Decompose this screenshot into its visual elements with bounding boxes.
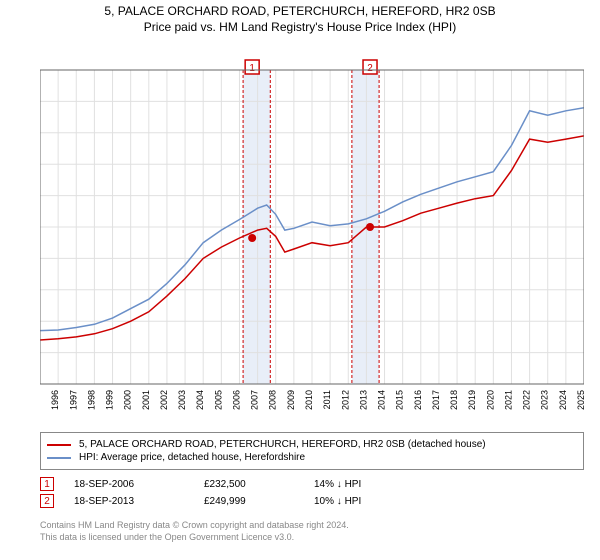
- svg-text:2005: 2005: [213, 390, 223, 410]
- svg-text:1996: 1996: [50, 390, 60, 410]
- title-sub: Price paid vs. HM Land Registry's House …: [0, 20, 600, 34]
- svg-text:2006: 2006: [231, 390, 241, 410]
- svg-text:2000: 2000: [123, 390, 133, 410]
- legend-box: 5, PALACE ORCHARD ROAD, PETERCHURCH, HER…: [40, 432, 584, 470]
- svg-text:2016: 2016: [413, 390, 423, 410]
- svg-text:2015: 2015: [395, 390, 405, 410]
- svg-text:1998: 1998: [86, 390, 96, 410]
- svg-text:2014: 2014: [377, 390, 387, 410]
- svg-text:2001: 2001: [141, 390, 151, 410]
- svg-text:2021: 2021: [503, 390, 513, 410]
- marker-price: £249,999: [204, 496, 314, 507]
- svg-text:2023: 2023: [540, 390, 550, 410]
- svg-text:2010: 2010: [304, 390, 314, 410]
- footer-line: This data is licensed under the Open Gov…: [40, 532, 349, 544]
- svg-text:2004: 2004: [195, 390, 205, 410]
- svg-text:2018: 2018: [449, 390, 459, 410]
- svg-text:2002: 2002: [159, 390, 169, 410]
- marker-badge: 2: [40, 494, 54, 508]
- svg-text:2009: 2009: [286, 390, 296, 410]
- marker-date: 18-SEP-2006: [74, 479, 204, 490]
- svg-text:2013: 2013: [358, 390, 368, 410]
- svg-text:1999: 1999: [105, 390, 115, 410]
- marker-hpi: 10% ↓ HPI: [314, 496, 414, 507]
- svg-text:2019: 2019: [467, 390, 477, 410]
- legend-label: 5, PALACE ORCHARD ROAD, PETERCHURCH, HER…: [79, 439, 486, 450]
- marker-row: 1 18-SEP-2006 £232,500 14% ↓ HPI: [40, 477, 584, 491]
- svg-text:2007: 2007: [250, 390, 260, 410]
- footer-line: Contains HM Land Registry data © Crown c…: [40, 520, 349, 532]
- svg-text:2024: 2024: [558, 390, 568, 410]
- svg-text:2008: 2008: [268, 390, 278, 410]
- svg-text:2012: 2012: [340, 390, 350, 410]
- legend-item: HPI: Average price, detached house, Here…: [47, 452, 577, 463]
- title-block: 5, PALACE ORCHARD ROAD, PETERCHURCH, HER…: [0, 0, 600, 34]
- footer-attribution: Contains HM Land Registry data © Crown c…: [40, 520, 349, 543]
- svg-text:2022: 2022: [522, 390, 532, 410]
- line-chart-svg: £0£50K£100K£150K£200K£250K£300K£350K£400…: [40, 58, 584, 418]
- svg-text:2020: 2020: [485, 390, 495, 410]
- legend-swatch: [47, 457, 71, 459]
- marker-row: 2 18-SEP-2013 £249,999 10% ↓ HPI: [40, 494, 584, 508]
- chart-area: £0£50K£100K£150K£200K£250K£300K£350K£400…: [40, 58, 584, 418]
- markers-table: 1 18-SEP-2006 £232,500 14% ↓ HPI 2 18-SE…: [40, 474, 584, 511]
- marker-price: £232,500: [204, 479, 314, 490]
- page-container: 5, PALACE ORCHARD ROAD, PETERCHURCH, HER…: [0, 0, 600, 560]
- marker-hpi: 14% ↓ HPI: [314, 479, 414, 490]
- svg-text:2: 2: [367, 63, 373, 74]
- svg-text:2017: 2017: [431, 390, 441, 410]
- marker-date: 18-SEP-2013: [74, 496, 204, 507]
- svg-text:1: 1: [249, 63, 255, 74]
- marker-badge: 1: [40, 477, 54, 491]
- svg-text:2003: 2003: [177, 390, 187, 410]
- title-main: 5, PALACE ORCHARD ROAD, PETERCHURCH, HER…: [0, 4, 600, 18]
- legend-label: HPI: Average price, detached house, Here…: [79, 452, 305, 463]
- svg-text:1997: 1997: [68, 390, 78, 410]
- legend-swatch: [47, 444, 71, 446]
- svg-text:1995: 1995: [40, 390, 42, 410]
- svg-text:2011: 2011: [322, 390, 332, 409]
- legend-item: 5, PALACE ORCHARD ROAD, PETERCHURCH, HER…: [47, 439, 577, 450]
- svg-text:2025: 2025: [576, 390, 584, 410]
